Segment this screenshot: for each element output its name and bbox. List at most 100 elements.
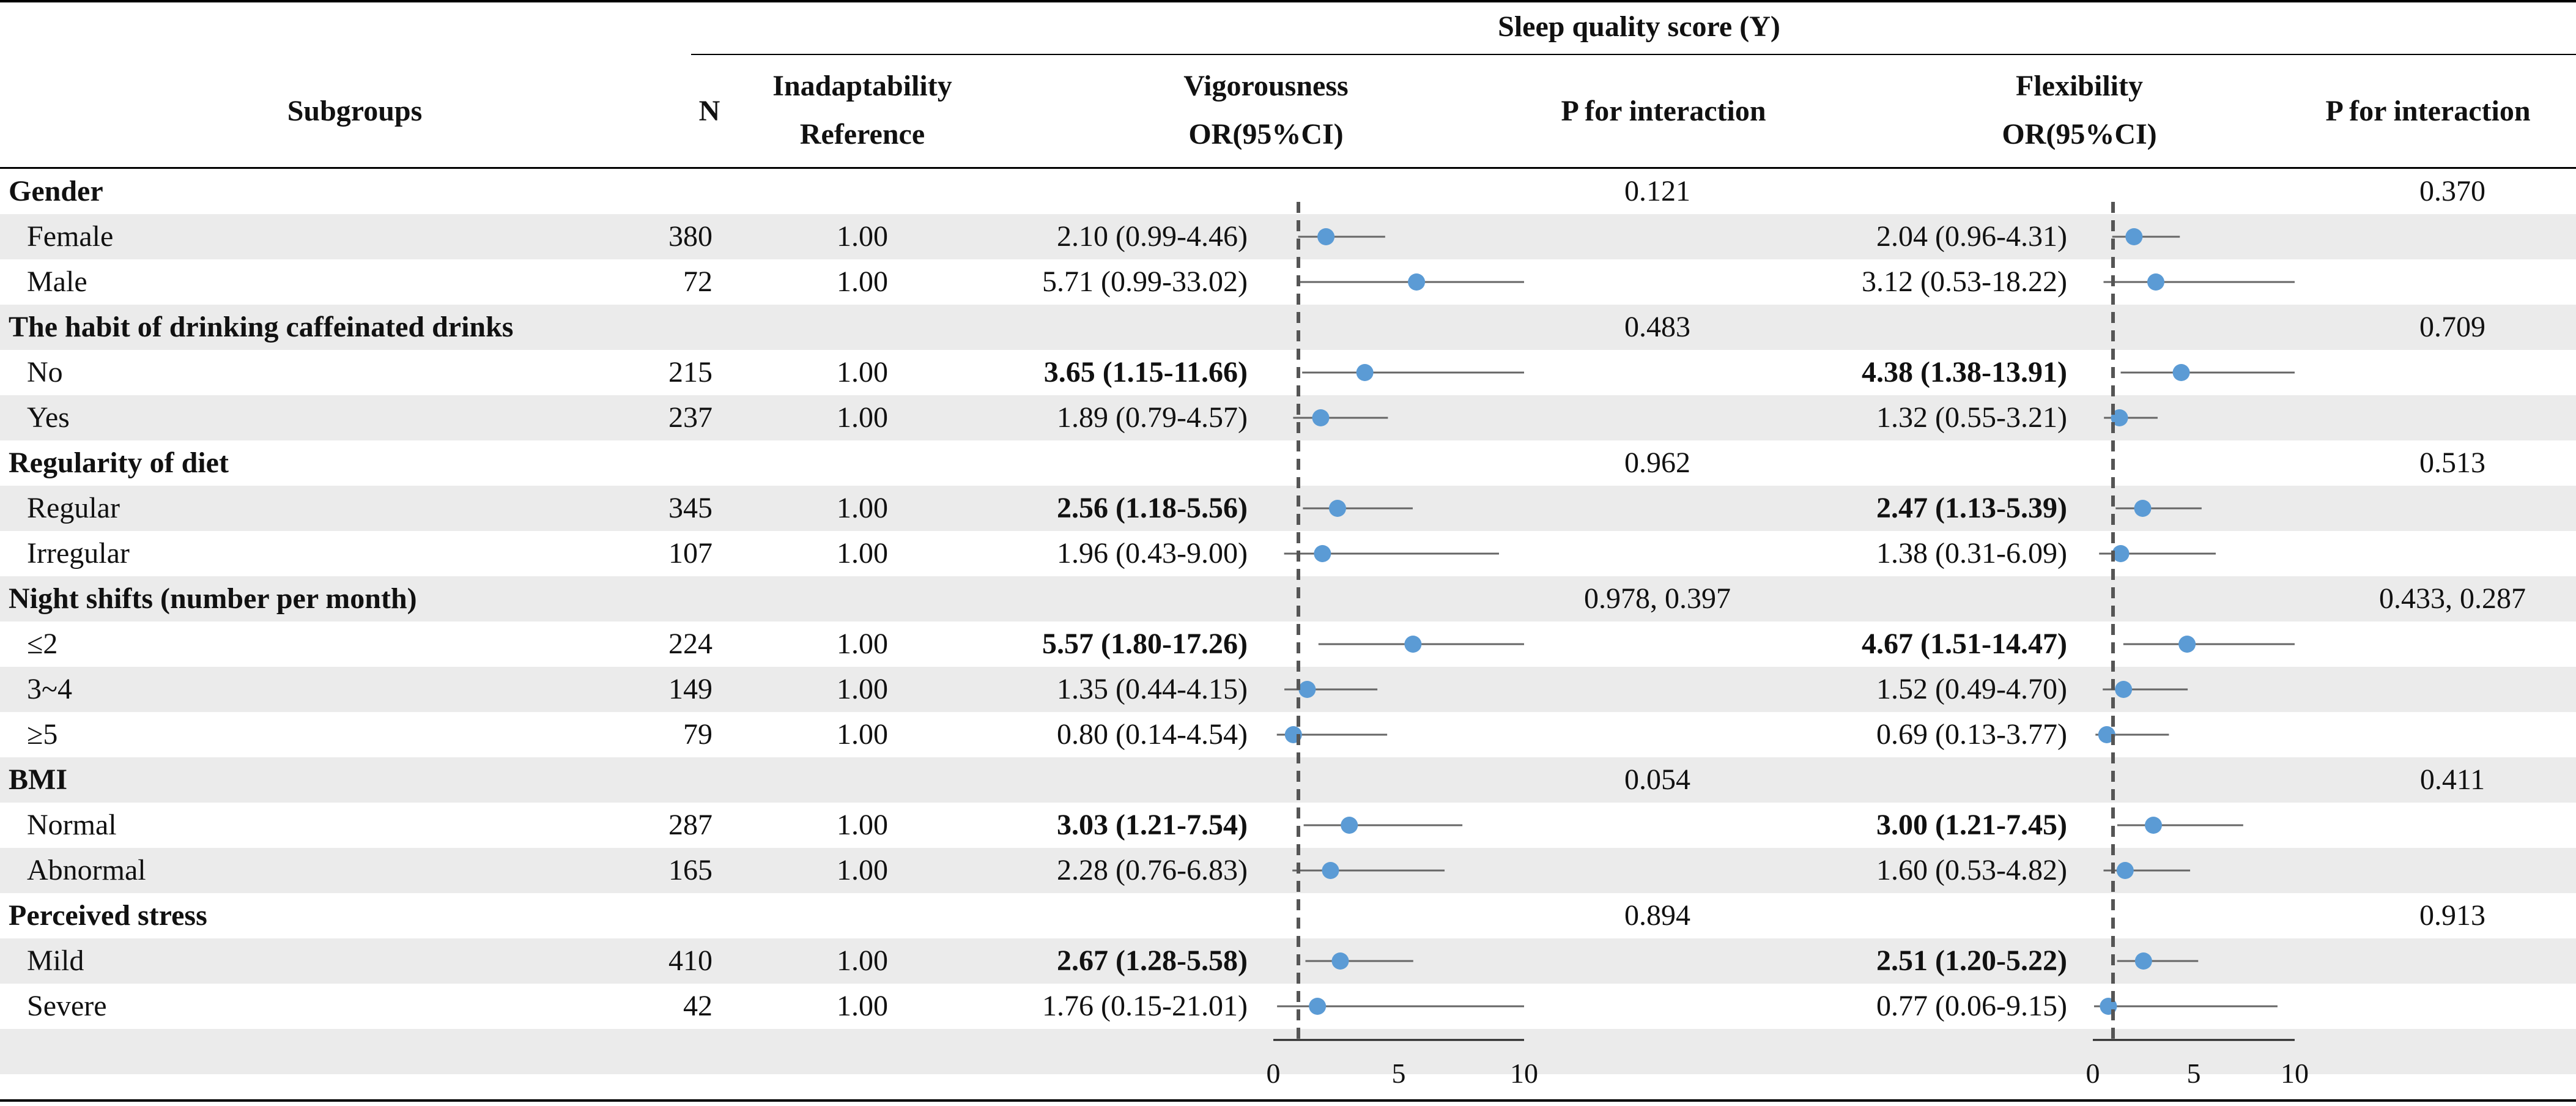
p-interaction-flexibility: 0.513 bbox=[2419, 447, 2485, 479]
vigorousness-or-ci: 5.57 (1.80-17.26) bbox=[1042, 628, 1248, 660]
table-top-rule bbox=[0, 0, 2576, 2]
flex-or-point bbox=[2098, 726, 2115, 743]
n-value: 149 bbox=[668, 673, 712, 705]
vig-or-point bbox=[1312, 409, 1330, 426]
flexibility-or-ci: 0.77 (0.06-9.15) bbox=[1876, 990, 2067, 1022]
p-interaction-flexibility: 0.411 bbox=[2419, 763, 2485, 796]
n-value: 165 bbox=[668, 854, 712, 886]
group-label: The habit of drinking caffeinated drinks bbox=[9, 311, 514, 343]
subgroup-label: Normal bbox=[27, 809, 117, 841]
vig-or-point bbox=[1404, 636, 1422, 653]
flexibility-or-ci: 1.32 (0.55-3.21) bbox=[1876, 401, 2067, 434]
flex-tick-label: 5 bbox=[2187, 1058, 2201, 1089]
flex-tick-label: 10 bbox=[2281, 1058, 2309, 1089]
vig-tick-label: 5 bbox=[1392, 1058, 1406, 1089]
group-label: Night shifts (number per month) bbox=[9, 582, 417, 615]
header-reference-line2: Reference bbox=[799, 118, 925, 150]
n-value: 345 bbox=[668, 492, 712, 524]
header-sleep-quality-score: Sleep quality score (Y) bbox=[1498, 10, 1780, 43]
reference-value: 1.00 bbox=[837, 401, 888, 434]
vig-or-point bbox=[1341, 817, 1358, 834]
n-value: 42 bbox=[683, 990, 712, 1022]
subgroup-label: Male bbox=[27, 265, 87, 298]
vigorousness-or-ci: 1.96 (0.43-9.00) bbox=[1057, 537, 1248, 570]
vig-or-point bbox=[1322, 862, 1339, 879]
p-interaction-vigorousness: 0.483 bbox=[1624, 311, 1690, 343]
vig-tick-label: 0 bbox=[1267, 1058, 1281, 1089]
vig-or-point bbox=[1331, 952, 1349, 970]
header-vigorousness-line2: OR(95%CI) bbox=[1188, 118, 1344, 150]
n-value: 215 bbox=[668, 356, 712, 388]
n-value: 107 bbox=[668, 537, 712, 570]
vig-or-point bbox=[1309, 998, 1327, 1015]
vigorousness-or-ci: 2.28 (0.76-6.83) bbox=[1057, 854, 1248, 886]
p-interaction-vigorousness: 0.121 bbox=[1624, 175, 1690, 207]
flexibility-or-ci: 4.38 (1.38-13.91) bbox=[1862, 356, 2067, 388]
reference-value: 1.00 bbox=[837, 990, 888, 1022]
flex-or-point bbox=[2178, 636, 2196, 653]
subgroup-label: Yes bbox=[27, 401, 70, 434]
n-value: 237 bbox=[668, 401, 712, 434]
row-band bbox=[0, 305, 2576, 350]
flexibility-or-ci: 2.51 (1.20-5.22) bbox=[1876, 945, 2067, 977]
vigorousness-or-ci: 1.35 (0.44-4.15) bbox=[1057, 673, 1248, 705]
table-bottom-rule bbox=[0, 1099, 2576, 1102]
header-reference-line1: Inadaptability bbox=[772, 70, 952, 102]
vigorousness-or-ci: 2.10 (0.99-4.46) bbox=[1057, 220, 1248, 253]
flex-or-point bbox=[2134, 500, 2152, 517]
flex-or-point bbox=[2112, 545, 2130, 562]
subgroup-label: ≥5 bbox=[27, 718, 58, 751]
row-band bbox=[0, 576, 2576, 622]
row-band bbox=[0, 757, 2576, 803]
n-value: 224 bbox=[668, 628, 712, 660]
vigorousness-or-ci: 5.71 (0.99-33.02) bbox=[1042, 265, 1248, 298]
group-label: Regularity of diet bbox=[9, 447, 229, 479]
flexibility-or-ci: 1.52 (0.49-4.70) bbox=[1876, 673, 2067, 705]
header-flexibility-line2: OR(95%CI) bbox=[2002, 118, 2157, 150]
vigorousness-or-ci: 2.56 (1.18-5.56) bbox=[1057, 492, 1248, 524]
vigorousness-or-ci: 1.89 (0.79-4.57) bbox=[1057, 401, 1248, 434]
group-header-rule bbox=[691, 54, 2576, 55]
reference-value: 1.00 bbox=[837, 718, 888, 751]
vigorousness-or-ci: 1.76 (0.15-21.01) bbox=[1042, 990, 1248, 1022]
p-interaction-vigorousness: 0.894 bbox=[1624, 899, 1690, 932]
p-interaction-vigorousness: 0.978, 0.397 bbox=[1584, 582, 1731, 615]
flex-tick-label: 0 bbox=[2086, 1058, 2100, 1089]
header-p-interaction-vigorousness: P for interaction bbox=[1561, 95, 1766, 127]
p-interaction-vigorousness: 0.962 bbox=[1624, 447, 1690, 479]
group-label: Gender bbox=[9, 175, 103, 207]
subgroup-label: Irregular bbox=[27, 537, 130, 570]
flexibility-or-ci: 3.00 (1.21-7.45) bbox=[1876, 809, 2067, 841]
reference-value: 1.00 bbox=[837, 356, 888, 388]
p-interaction-flexibility: 0.913 bbox=[2419, 899, 2485, 932]
n-value: 410 bbox=[668, 945, 712, 977]
subgroup-label: 3~4 bbox=[27, 673, 72, 705]
flex-or-point bbox=[2125, 228, 2143, 245]
reference-value: 1.00 bbox=[837, 628, 888, 660]
flexibility-or-ci: 3.12 (0.53-18.22) bbox=[1862, 265, 2067, 298]
header-vigorousness-line1: Vigorousness bbox=[1183, 70, 1349, 102]
header-bottom-rule bbox=[0, 167, 2576, 169]
vigorousness-or-ci: 0.80 (0.14-4.54) bbox=[1057, 718, 1248, 751]
subgroup-label: Abnormal bbox=[27, 854, 146, 886]
subgroup-label: Mild bbox=[27, 945, 84, 977]
vig-or-point bbox=[1298, 681, 1316, 698]
group-label: Perceived stress bbox=[9, 899, 207, 932]
n-value: 380 bbox=[668, 220, 712, 253]
flex-or-point bbox=[2115, 681, 2133, 698]
flexibility-or-ci: 0.69 (0.13-3.77) bbox=[1876, 718, 2067, 751]
flexibility-or-ci: 4.67 (1.51-14.47) bbox=[1862, 628, 2067, 660]
n-value: 72 bbox=[683, 265, 712, 298]
p-interaction-flexibility: 0.709 bbox=[2419, 311, 2485, 343]
flexibility-or-ci: 2.04 (0.96-4.31) bbox=[1876, 220, 2067, 253]
reference-value: 1.00 bbox=[837, 673, 888, 705]
header-p-interaction-flexibility: P for interaction bbox=[2325, 95, 2531, 127]
reference-value: 1.00 bbox=[837, 220, 888, 253]
row-band bbox=[0, 1029, 2576, 1074]
subgroup-label: ≤2 bbox=[27, 628, 58, 660]
reference-value: 1.00 bbox=[837, 809, 888, 841]
reference-value: 1.00 bbox=[837, 265, 888, 298]
subgroup-label: Severe bbox=[27, 990, 107, 1022]
flexibility-or-ci: 1.38 (0.31-6.09) bbox=[1876, 537, 2067, 570]
